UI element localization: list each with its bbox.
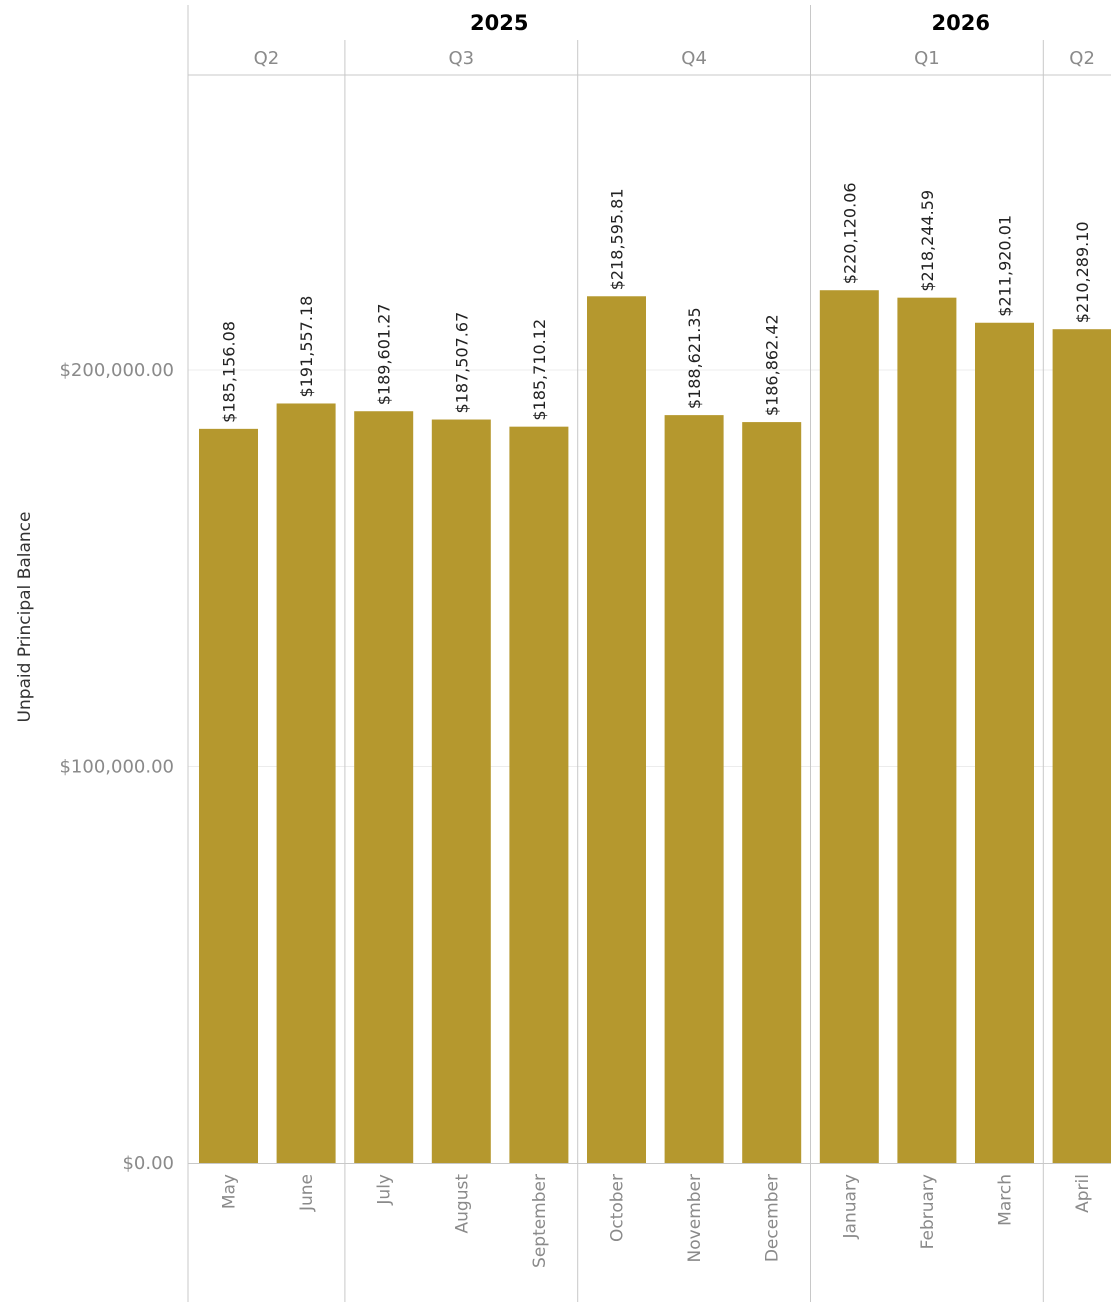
bar-october [587,296,646,1164]
quarter-label: Q1 [914,48,940,69]
y-tick-label: $100,000.00 [59,757,174,778]
x-tick-label: August [452,1174,472,1234]
data-label: $189,601.27 [375,303,394,405]
data-label: $210,289.10 [1073,221,1092,323]
x-tick-label: July [375,1174,395,1206]
x-tick-label: October [608,1174,628,1242]
data-label: $187,507.67 [452,312,471,414]
bar-december [742,422,802,1163]
data-label: $191,557.18 [297,296,316,398]
y-tick-label: $200,000.00 [59,360,174,381]
quarter-label: Q2 [254,48,280,69]
data-label: $218,244.59 [918,190,937,292]
x-tick-label: September [530,1174,550,1268]
bar-may [199,428,258,1163]
bar-march [975,322,1034,1163]
quarter-label: Q2 [1069,48,1095,69]
y-tick-label: $0.00 [122,1153,174,1174]
data-label: $220,120.06 [840,182,859,284]
bar-january [819,290,879,1163]
bar-july [354,411,414,1163]
labels: $185,156.08 $191,557.18 $189,601.27 $187,50… [15,11,1095,1268]
bar-april [1052,329,1111,1163]
bar-june [276,403,336,1163]
quarter-label: Q3 [448,48,474,69]
x-tick-label: February [918,1174,938,1249]
year-label: 2026 [932,11,990,35]
x-tick-label: November [685,1174,705,1262]
data-label: $211,920.01 [996,215,1015,317]
gridlines [188,369,1111,767]
quarter-label: Q4 [681,48,707,69]
data-label: $218,595.81 [608,188,627,290]
bar-september [509,426,569,1163]
x-tick-label: June [297,1174,317,1212]
data-label: $186,862.42 [763,314,782,416]
bar-august [431,419,491,1163]
data-label: $185,156.08 [220,321,239,423]
x-tick-label: January [840,1174,860,1239]
x-tick-label: May [220,1174,240,1209]
x-tick-label: December [763,1174,783,1262]
data-label: $188,621.35 [685,307,704,409]
bars [199,290,1111,1164]
x-tick-label: April [1073,1174,1093,1213]
bar-november [664,415,724,1163]
x-tick-label: March [996,1174,1016,1226]
dividers [187,5,1111,1302]
bar-february [897,297,957,1164]
year-label: 2025 [470,11,528,35]
y-axis-title: Unpaid Principal Balance [15,512,35,723]
data-label: $185,710.12 [530,319,549,421]
